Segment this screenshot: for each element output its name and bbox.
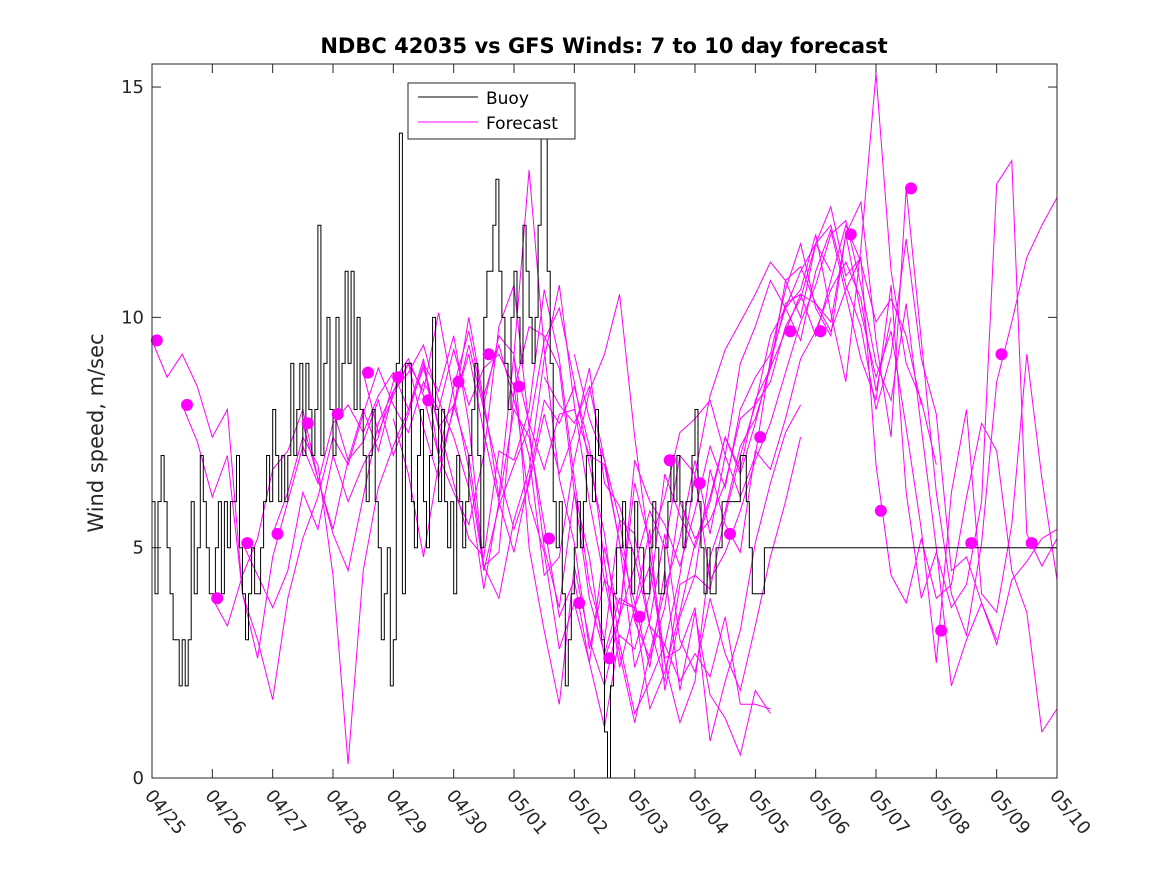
forecast-point-8 <box>392 371 405 384</box>
y-tick-label-1: 5 <box>133 538 144 559</box>
forecast-point-21 <box>784 325 797 338</box>
y-tick-label-0: 0 <box>133 768 144 789</box>
forecast-point-28 <box>995 348 1008 361</box>
forecast-point-17 <box>663 454 676 467</box>
series-layer <box>151 73 1058 779</box>
forecast-line-8 <box>392 169 892 691</box>
forecast-line-10 <box>453 242 832 682</box>
forecast-point-6 <box>331 408 344 421</box>
forecast-point-22 <box>814 325 827 338</box>
forecast-line-13 <box>543 376 771 757</box>
chart-title: NDBC 42035 vs GFS Winds: 7 to 10 day for… <box>320 34 887 58</box>
forecast-point-15 <box>603 652 616 665</box>
forecast-point-1 <box>181 398 193 411</box>
legend-buoy-label: Buoy <box>486 89 529 109</box>
forecast-line-12 <box>513 358 802 693</box>
forecast-point-24 <box>874 504 887 517</box>
y-axis-label: Wind speed, m/sec <box>84 333 108 532</box>
forecast-line-2 <box>211 159 1058 663</box>
forecast-point-13 <box>543 532 555 545</box>
forecast-point-3 <box>241 537 254 550</box>
forecast-line-9 <box>423 257 862 725</box>
forecast-point-4 <box>271 527 284 540</box>
forecast-point-0 <box>150 334 163 347</box>
forecast-point-12 <box>512 380 525 393</box>
forecast-point-11 <box>482 348 495 361</box>
forecast-point-19 <box>724 527 736 540</box>
forecast-line-6 <box>332 73 937 723</box>
forecast-point-2 <box>211 592 224 605</box>
forecast-line-3 <box>242 205 1058 734</box>
forecast-point-25 <box>905 182 917 195</box>
forecast-point-14 <box>573 597 586 609</box>
buoy-line <box>152 86 1057 779</box>
initial-points-layer <box>150 182 1038 665</box>
forecast-point-27 <box>965 537 978 550</box>
forecast-point-10 <box>452 375 465 388</box>
forecast-point-18 <box>693 477 706 490</box>
forecast-line-11 <box>483 294 802 742</box>
y-tick-label-2: 10 <box>121 307 144 328</box>
legend: Buoy Forecast <box>407 82 576 140</box>
forecast-line-1 <box>181 234 1058 728</box>
forecast-point-7 <box>362 366 374 379</box>
forecast-point-16 <box>633 610 646 623</box>
legend-box <box>407 82 576 140</box>
forecast-line-14 <box>573 354 771 710</box>
forecast-line-4 <box>272 224 1058 765</box>
forecast-point-23 <box>844 228 857 241</box>
forecast-point-20 <box>754 431 767 444</box>
y-tick-label-3: 15 <box>121 77 144 98</box>
forecast-point-9 <box>422 394 435 407</box>
forecast-point-5 <box>301 417 314 430</box>
legend-forecast-label: Forecast <box>486 114 558 134</box>
forecast-point-26 <box>935 624 948 637</box>
forecast-point-29 <box>1025 537 1038 550</box>
plot-frame <box>151 63 1058 779</box>
forecast-line-7 <box>362 223 922 711</box>
